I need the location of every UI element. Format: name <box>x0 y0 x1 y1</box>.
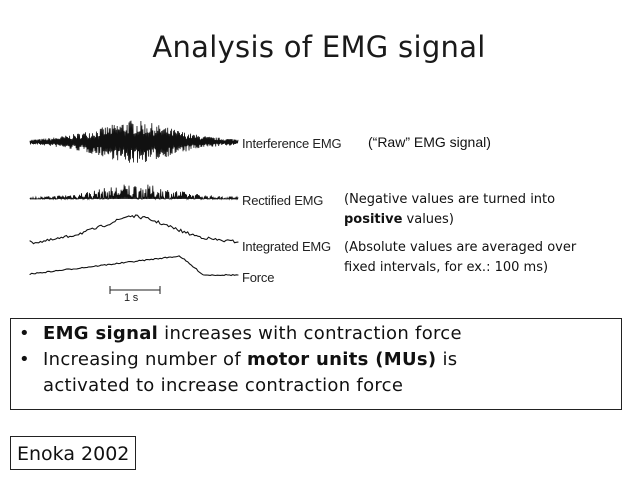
label-interference-emg: Interference EMG <box>242 136 342 151</box>
bullet1-rest: increases with contraction force <box>158 323 462 344</box>
interference-emg-trace <box>29 120 239 163</box>
rectified-note-line1: (Negative values are turned into <box>344 192 556 207</box>
scale-bar-label: 1 s <box>124 292 139 304</box>
bullet-item: • EMG signal increases with contraction f… <box>19 321 462 347</box>
bullet2-line2: activated to increase contraction force <box>43 375 404 396</box>
rectified-note-rest: values) <box>402 212 454 227</box>
slide-title: Analysis of EMG signal <box>152 30 486 64</box>
rectified-emg-trace <box>29 184 239 201</box>
bullet2-post: is <box>436 349 458 370</box>
positive-emphasis: positive <box>344 212 403 227</box>
scale-bar <box>109 286 161 294</box>
bullet-dot-icon: • <box>19 349 30 370</box>
integrated-emg-trace <box>29 214 239 245</box>
citation-box: Enoka 2002 <box>10 436 137 470</box>
label-rectified-emg: Rectified EMG <box>242 193 324 208</box>
bullet2-pre: Increasing number of <box>43 349 248 370</box>
label-integrated-emg: Integrated EMG <box>242 239 331 254</box>
bullet-list: • EMG signal increases with contraction f… <box>19 321 462 399</box>
rectified-note: (Negative values are turned into positiv… <box>344 190 555 230</box>
emg-traces <box>29 120 239 277</box>
summary-box: • EMG signal increases with contraction f… <box>10 318 622 410</box>
bullet2-bold: motor units (MUs) <box>247 349 437 370</box>
bullet1-bold: EMG signal <box>43 323 159 344</box>
rectified-note-line2: positive values) <box>344 210 555 230</box>
bullet-dot-icon: • <box>19 323 30 344</box>
force-trace <box>29 255 239 277</box>
integrated-note: (Absolute values are averaged over fixed… <box>344 238 576 278</box>
label-force: Force <box>242 270 275 285</box>
raw-signal-note: (“Raw” EMG signal) <box>368 134 491 150</box>
integrated-note-line1: (Absolute values are averaged over <box>344 240 577 255</box>
integrated-note-line2: fixed intervals, for ex.: 100 ms) <box>344 260 549 275</box>
bullet-item: • Increasing number of motor units (MUs) … <box>19 347 462 399</box>
